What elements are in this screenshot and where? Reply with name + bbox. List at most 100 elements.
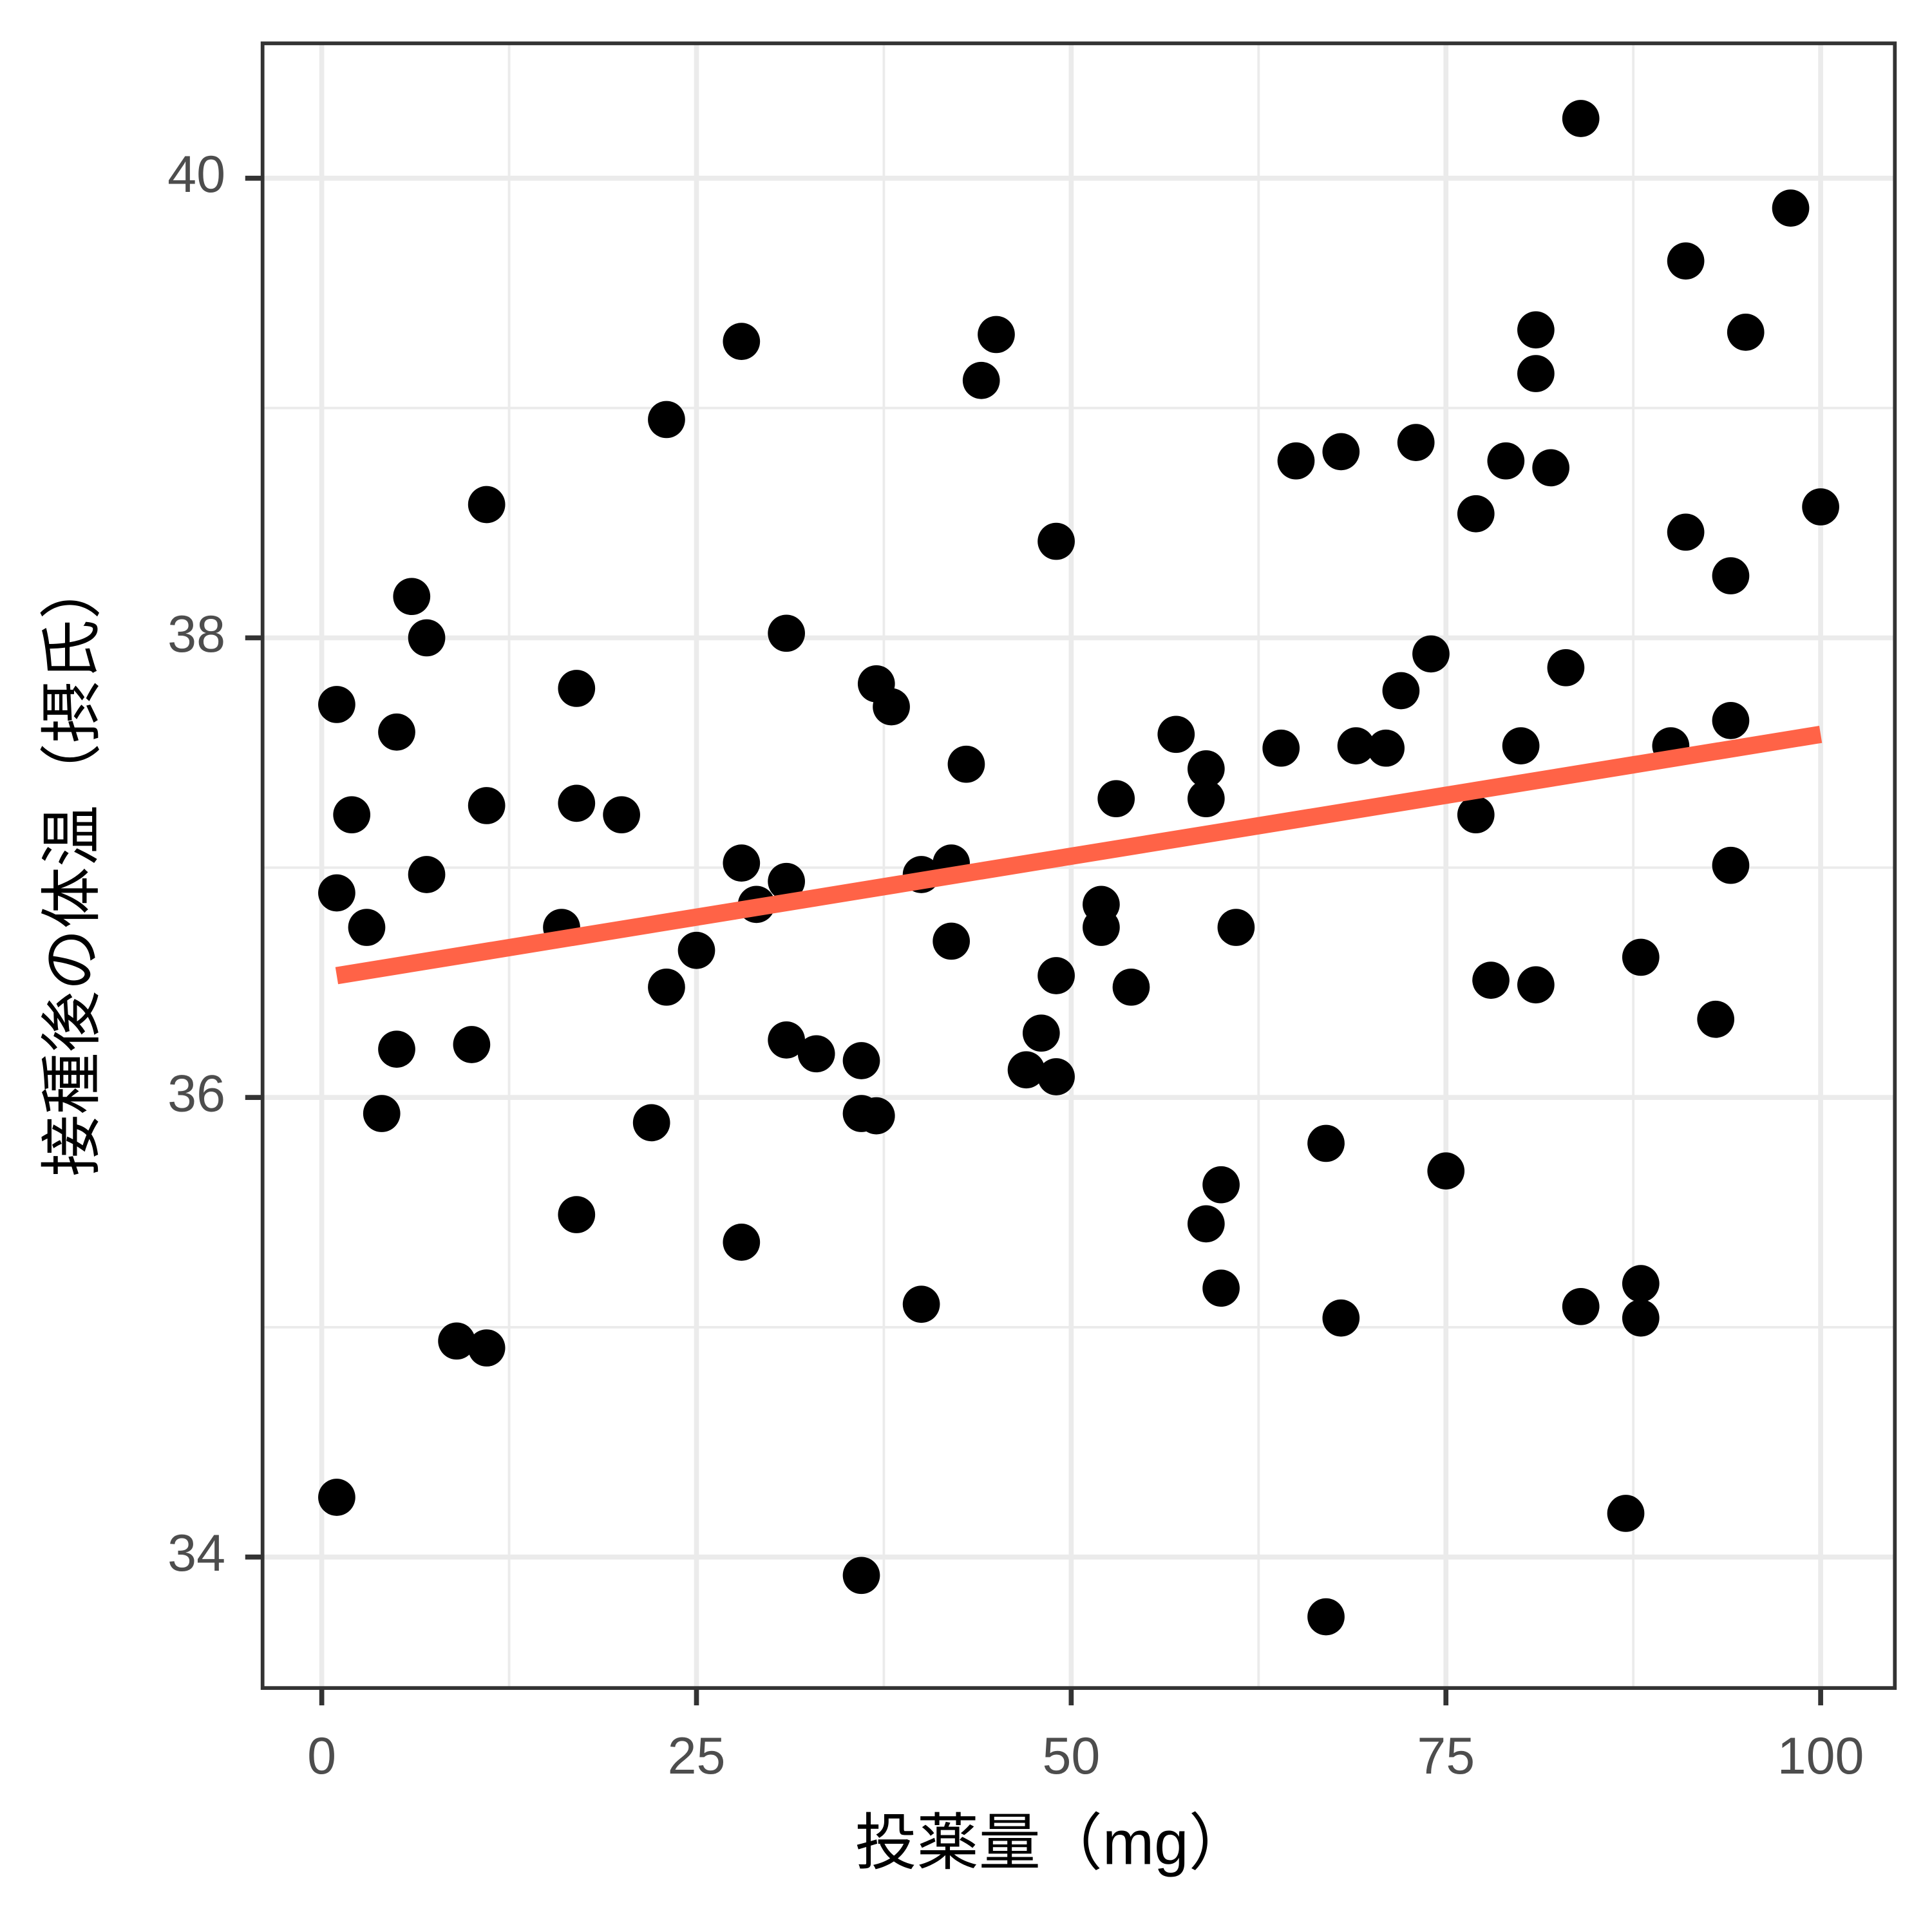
- point: [1187, 1205, 1225, 1243]
- point: [1083, 909, 1120, 946]
- point: [677, 931, 715, 969]
- point: [1157, 715, 1195, 753]
- point: [1337, 727, 1375, 764]
- point: [1622, 1299, 1660, 1337]
- point: [1622, 1265, 1660, 1302]
- point: [603, 796, 640, 834]
- point: [468, 486, 506, 524]
- point: [1007, 1051, 1045, 1089]
- point: [333, 796, 371, 834]
- point: [1277, 442, 1315, 480]
- x-tick-label: 0: [307, 1727, 336, 1785]
- trend-line: [335, 726, 1823, 985]
- point: [1547, 649, 1585, 687]
- point: [632, 1104, 670, 1142]
- point: [1382, 672, 1420, 710]
- point: [1412, 635, 1450, 673]
- point: [768, 1021, 805, 1059]
- point: [873, 688, 910, 726]
- point: [1397, 424, 1435, 461]
- point: [1097, 780, 1135, 818]
- point: [1712, 846, 1750, 884]
- point: [1202, 1269, 1240, 1307]
- x-axis-title: 投薬量（mg）: [855, 1809, 1250, 1878]
- point: [348, 909, 386, 946]
- point: [1217, 909, 1255, 946]
- point: [648, 968, 685, 1006]
- point: [558, 784, 596, 822]
- point: [558, 670, 596, 707]
- point: [453, 1026, 491, 1063]
- point: [1607, 1495, 1645, 1532]
- point: [1727, 313, 1765, 351]
- point: [1562, 1287, 1600, 1325]
- point: [1322, 1299, 1360, 1337]
- point: [1697, 1000, 1735, 1038]
- y-tick-label: 40: [167, 146, 225, 204]
- point: [1712, 702, 1750, 739]
- point: [1487, 442, 1525, 480]
- point: [558, 1196, 596, 1233]
- panel-border: [260, 41, 1897, 1690]
- point: [723, 1224, 761, 1261]
- point: [1772, 189, 1810, 227]
- x-tick-label: 100: [1777, 1727, 1864, 1785]
- point: [1457, 796, 1495, 834]
- point: [1517, 355, 1555, 392]
- point: [1667, 513, 1705, 551]
- point: [768, 862, 805, 900]
- point: [842, 1557, 880, 1595]
- x-tick-label: 25: [668, 1727, 726, 1785]
- point: [363, 1095, 401, 1132]
- point: [857, 1097, 895, 1135]
- point: [1472, 961, 1510, 999]
- point: [1307, 1124, 1345, 1162]
- point: [1202, 1166, 1240, 1204]
- point: [768, 614, 805, 652]
- point: [947, 745, 985, 783]
- point: [1457, 495, 1495, 533]
- point: [318, 874, 355, 912]
- point: [1517, 311, 1555, 349]
- point: [978, 316, 1015, 354]
- y-axis-title: 接種後の体温（摂氏）: [38, 557, 107, 1176]
- point: [468, 787, 506, 824]
- point: [1802, 488, 1839, 526]
- point: [1187, 750, 1225, 788]
- point: [1037, 1058, 1075, 1095]
- point: [318, 686, 355, 723]
- y-tick-label: 34: [167, 1524, 225, 1582]
- point: [468, 1329, 506, 1367]
- x-tick-label: 75: [1417, 1727, 1475, 1785]
- point: [1322, 433, 1360, 471]
- y-tick-label: 36: [167, 1065, 225, 1122]
- point: [1532, 449, 1569, 487]
- point: [1022, 1014, 1060, 1052]
- point: [962, 361, 1000, 399]
- point: [408, 856, 446, 893]
- point: [408, 619, 446, 657]
- point: [1037, 522, 1075, 560]
- point: [1667, 242, 1705, 280]
- point: [842, 1042, 880, 1079]
- point: [1307, 1598, 1345, 1636]
- point: [723, 844, 761, 882]
- point: [1037, 957, 1075, 994]
- point: [1427, 1152, 1465, 1190]
- point: [378, 713, 415, 751]
- y-tick-label: 38: [167, 605, 225, 663]
- point: [1622, 938, 1660, 976]
- point: [797, 1035, 835, 1073]
- point: [648, 401, 685, 439]
- point: [393, 578, 431, 616]
- point: [1112, 968, 1150, 1006]
- point: [438, 1322, 475, 1360]
- point: [1262, 729, 1300, 767]
- x-tick-label: 50: [1042, 1727, 1100, 1785]
- point: [378, 1030, 415, 1068]
- point: [1562, 100, 1600, 137]
- point: [1712, 557, 1750, 594]
- point: [1187, 780, 1225, 818]
